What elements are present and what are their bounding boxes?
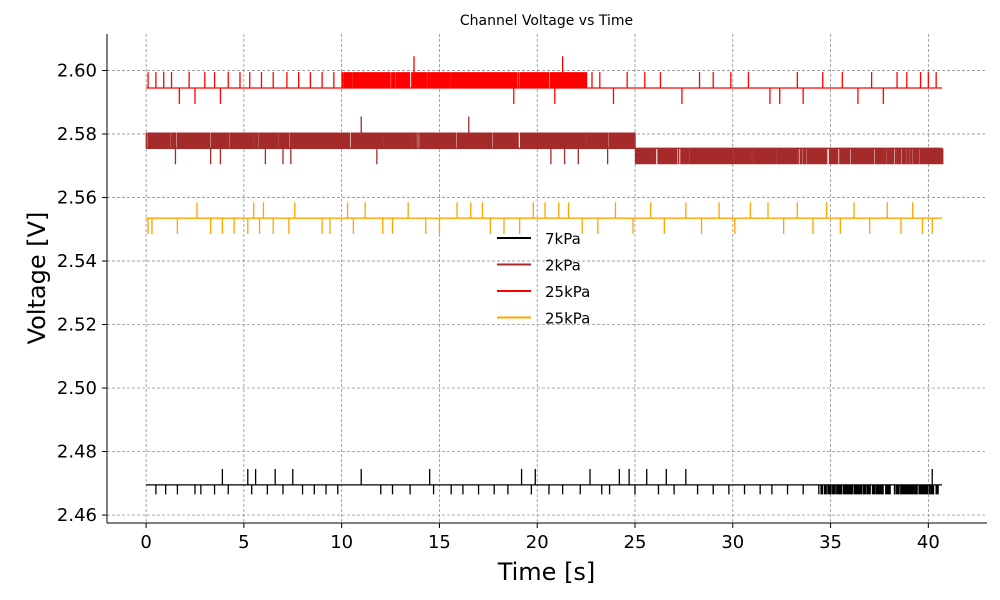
y-tick-label: 2.46 bbox=[57, 505, 97, 526]
series-4-line bbox=[146, 202, 943, 235]
y-tick-label: 2.50 bbox=[57, 378, 97, 399]
x-ticks: 0 5 10 15 20 25 30 35 40 bbox=[140, 523, 940, 553]
x-tick-label: 5 bbox=[238, 532, 249, 553]
y-tick-label: 2.48 bbox=[57, 442, 97, 463]
legend-label: 7kPa bbox=[545, 230, 581, 248]
series-3-path bbox=[146, 56, 943, 104]
x-tick-label: 10 bbox=[330, 532, 353, 553]
x-tick-label: 0 bbox=[140, 532, 151, 553]
y-tick-label: 2.58 bbox=[57, 124, 97, 145]
series-3-line bbox=[146, 56, 943, 104]
axes bbox=[106, 34, 987, 524]
y-tick-label: 2.60 bbox=[57, 61, 97, 82]
y-tick-label: 2.56 bbox=[57, 188, 97, 209]
series-4-path bbox=[146, 202, 943, 235]
x-tick-label: 20 bbox=[526, 532, 549, 553]
legend-label: 25kPa bbox=[545, 310, 590, 328]
series-2-line bbox=[145, 116, 944, 165]
x-tick-label: 35 bbox=[819, 532, 842, 553]
y-tick-label: 2.52 bbox=[57, 315, 97, 336]
legend-label: 2kPa bbox=[545, 257, 581, 275]
x-tick-label: 25 bbox=[624, 532, 647, 553]
y-axis-title: Voltage [V] bbox=[23, 212, 51, 345]
legend-label: 25kPa bbox=[545, 283, 590, 301]
y-ticks: 2.46 2.48 2.50 2.52 2.54 2.56 2.58 2.60 bbox=[57, 61, 107, 526]
series-2-path bbox=[145, 116, 944, 165]
x-tick-label: 30 bbox=[721, 532, 744, 553]
x-tick-label: 40 bbox=[917, 532, 940, 553]
legend: 7kPa 2kPa 25kPa 25kPa bbox=[497, 230, 590, 328]
x-axis-title: Time [s] bbox=[497, 558, 596, 586]
chart-title: Channel Voltage vs Time bbox=[460, 13, 633, 29]
series-lines bbox=[145, 56, 944, 495]
y-tick-label: 2.54 bbox=[57, 251, 97, 272]
series-1-line bbox=[146, 469, 943, 495]
series-1-path bbox=[146, 469, 943, 495]
x-tick-label: 15 bbox=[428, 532, 451, 553]
